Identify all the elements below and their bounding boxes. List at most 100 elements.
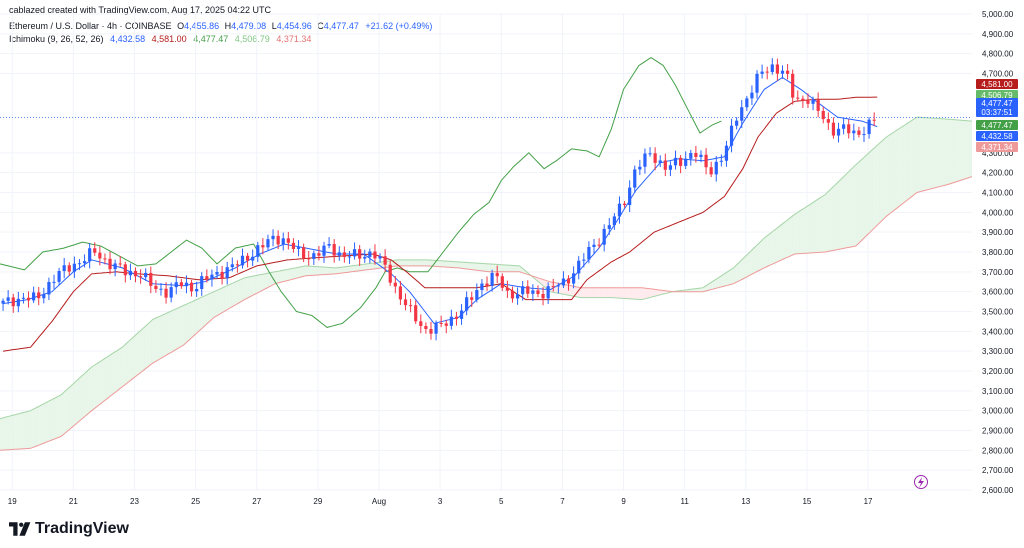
candle-body <box>47 282 51 295</box>
cloud-segment <box>440 260 444 267</box>
cloud-segment <box>317 266 321 276</box>
candle <box>689 149 693 166</box>
candle <box>149 266 153 294</box>
cloud-segment <box>874 145 878 229</box>
price-tag-bg <box>976 142 1018 152</box>
candle-body <box>459 310 464 319</box>
candle <box>465 291 469 316</box>
y-tick-label: 3,500.00 <box>982 308 1014 317</box>
candle-body <box>857 130 861 135</box>
candle-body <box>225 267 229 279</box>
ichimoku-cloud <box>0 117 972 451</box>
y-tick-label: 3,600.00 <box>982 288 1014 297</box>
candle-body <box>735 120 739 126</box>
cloud-segment <box>97 361 101 406</box>
symbol-title[interactable]: Ethereum / U.S. Dollar · 4h · COINBASE <box>9 21 172 31</box>
candle-body <box>205 276 209 280</box>
x-tick-label: 9 <box>621 497 626 506</box>
cloud-segment <box>626 287 630 299</box>
cloud-segment <box>764 235 768 268</box>
price-tag-label: 4,581.00 <box>981 80 1013 89</box>
candle-body <box>332 244 336 256</box>
price-tag-label: 4,477.47 <box>981 121 1013 130</box>
candle-body <box>821 110 825 120</box>
candle-body <box>139 276 143 278</box>
cloud-segment <box>305 265 309 276</box>
cloud-segment <box>828 188 832 252</box>
candle-body <box>72 263 76 272</box>
cloud-segment <box>409 259 413 266</box>
cloud-segment <box>36 405 40 446</box>
cloud-segment <box>122 344 126 387</box>
cloud-segment <box>938 118 942 187</box>
candle-body <box>648 153 652 155</box>
cloud-segment <box>278 270 282 283</box>
cloud-segment <box>883 136 887 220</box>
cloud-segment <box>589 287 593 298</box>
cloud-segment <box>369 263 373 270</box>
cloud-segment <box>119 347 123 390</box>
cloud-segment <box>15 413 19 450</box>
cloud-segment <box>916 117 921 193</box>
candle <box>424 322 428 334</box>
candle-body <box>602 228 606 245</box>
candle <box>230 257 234 272</box>
candle-body <box>327 244 331 246</box>
candle <box>572 266 576 289</box>
cloud-segment <box>220 287 224 314</box>
candle-body <box>123 264 127 276</box>
candle <box>256 241 260 262</box>
candle-body <box>373 251 377 259</box>
cloud-segment <box>106 355 111 399</box>
candle-body <box>6 297 10 301</box>
low-value: 4,454.96 <box>276 21 312 31</box>
cloud-segment <box>803 206 807 254</box>
y-tick-label: 4,900.00 <box>982 30 1014 39</box>
candle <box>16 291 20 313</box>
cloud-segment <box>217 288 221 316</box>
candle <box>612 213 616 230</box>
candle <box>332 239 336 263</box>
candle <box>719 154 723 167</box>
cloud-segment <box>504 264 508 272</box>
cloud-segment <box>886 134 890 217</box>
candle <box>470 291 474 308</box>
candle <box>388 260 392 286</box>
cloud-segment <box>565 284 569 296</box>
candle-body <box>149 272 153 286</box>
leading-b-value: 4,371.34 <box>276 34 312 44</box>
candle <box>510 286 515 303</box>
candle <box>597 238 601 249</box>
candle-body <box>770 64 774 73</box>
cloud-segment <box>195 298 199 335</box>
x-tick-label: 13 <box>741 497 750 506</box>
cloud-segment <box>281 270 285 283</box>
candle-body <box>592 244 596 247</box>
y-tick-label: 4,800.00 <box>982 50 1014 59</box>
candle-body <box>281 238 285 245</box>
cloud-segment <box>351 265 355 272</box>
cloud-segment <box>489 263 493 272</box>
cloud-segment <box>831 185 835 251</box>
cloud-segment <box>116 349 120 392</box>
candle-body <box>434 322 438 334</box>
cloud-segment <box>241 277 245 302</box>
candle <box>42 287 46 304</box>
cloud-segment <box>18 413 22 450</box>
y-tick-label: 2,900.00 <box>982 427 1014 436</box>
low-key: L <box>271 21 277 31</box>
cloud-segment <box>501 264 505 272</box>
cloud-segment <box>791 214 795 256</box>
candle <box>398 281 403 305</box>
indicator-title[interactable]: Ichimoku (9, 26, 52, 26) <box>9 34 104 44</box>
brand[interactable]: TradingView <box>9 519 129 539</box>
candle <box>475 283 479 303</box>
chart-credit: cablazed created with TradingView.com, A… <box>9 5 271 15</box>
candle-body <box>358 249 362 259</box>
candle-body <box>801 98 805 101</box>
candle <box>556 282 560 294</box>
candle-body <box>133 270 138 277</box>
cloud-segment <box>816 198 820 253</box>
candle-body <box>189 282 194 292</box>
